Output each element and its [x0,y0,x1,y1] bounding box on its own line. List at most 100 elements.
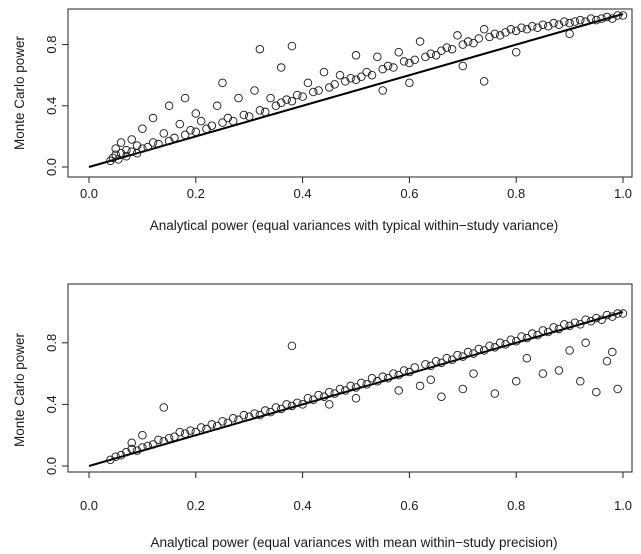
data-point [378,64,387,74]
x-tick-label: 1.0 [614,498,632,513]
data-point [266,407,275,417]
y-tick-label: 0.8 [44,36,59,54]
scatter-panel-bottom: 0.0 0.2 0.4 0.6 0.8 1.0 0.0 0.4 0.8 Analytical … [12,283,633,550]
data-point [357,72,366,81]
data-point [159,403,169,412]
data-point [538,369,548,378]
data-point [276,63,286,72]
data-point [108,153,118,163]
data-point [335,384,345,394]
data-point [260,107,270,117]
data-point [271,101,281,111]
data-point [560,320,569,329]
data-point [602,12,612,22]
data-point [362,67,371,77]
data-point [244,412,254,421]
x-axis-label-bottom: Analytical power (equal variances with m… [150,535,557,550]
data-point [511,377,521,386]
data-point [351,393,361,403]
data-point [138,124,147,133]
data-point [538,326,548,335]
data-point [565,321,574,331]
data-point [314,390,323,400]
x-axis-label-top: Analytical power (equal variances with t… [150,218,559,233]
data-point [132,446,142,455]
data-point [196,116,206,126]
data-point [533,330,542,340]
data-point [111,144,120,153]
data-point [378,372,387,381]
data-point [106,156,115,166]
data-point [287,41,297,51]
data-point [239,410,249,420]
data-point [613,309,622,318]
data-point [592,313,601,323]
data-point [560,17,569,26]
data-point [228,414,238,423]
data-point [180,93,190,103]
y-tick-label: 0.0 [44,158,59,176]
data-point [255,410,265,420]
data-point [287,401,297,411]
data-point [554,324,564,334]
data-point [143,441,152,451]
data-point [276,404,286,414]
data-point [495,338,505,348]
y-ticks-top: 0.0 0.4 0.8 [44,36,68,176]
points-bottom [88,309,628,467]
data-point [506,335,516,344]
data-point [565,29,574,39]
data-point [608,14,617,23]
y-tick-label: 0.8 [44,334,59,352]
y-tick-label: 0.4 [44,395,59,413]
data-point [180,130,190,140]
data-point [490,343,500,352]
data-point [474,34,484,43]
data-point [255,106,265,115]
data-point [138,430,147,440]
data-point [373,52,382,62]
x-tick-label: 0.8 [507,498,525,513]
data-point [469,38,478,48]
data-point [196,423,206,432]
data-point [314,86,323,95]
data-point [447,355,457,364]
data-point [383,61,393,71]
data-point [549,323,558,332]
data-point [490,389,500,398]
data-point [389,63,398,72]
y-tick-label: 0.4 [44,97,59,115]
data-point [191,109,201,118]
data-point [122,447,131,457]
data-point [303,78,313,88]
data-point [538,20,548,29]
data-point [522,333,532,343]
data-point [234,415,243,425]
data-point [159,437,169,446]
data-point [479,77,489,86]
data-point [164,434,174,443]
data-point [357,378,366,388]
data-point [608,312,617,321]
data-point [223,113,233,123]
data-point [287,96,297,106]
data-point [511,26,521,36]
data-point [330,389,339,398]
data-point [170,133,179,143]
data-point [298,400,307,409]
x-tick-label: 0.0 [80,498,98,513]
data-point [485,32,494,42]
data-point [114,155,123,164]
x-tick-label: 0.6 [400,186,418,201]
data-point [212,101,222,111]
data-point [271,403,281,412]
data-point [287,341,297,351]
data-point [293,398,302,408]
data-point [266,93,275,103]
data-point [218,417,227,426]
data-point [570,17,580,26]
data-point [127,444,136,454]
data-point [175,427,185,437]
x-tick-label: 0.2 [187,186,205,201]
